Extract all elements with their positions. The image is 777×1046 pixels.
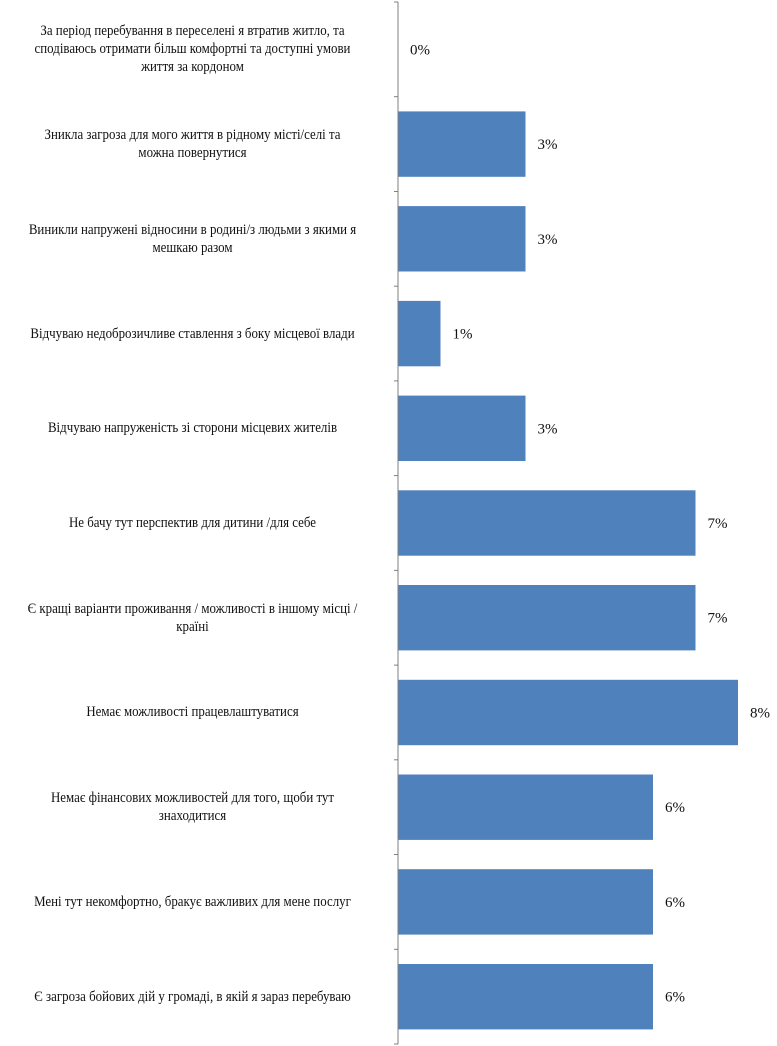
category-label: Є кращі варіанти проживання / можливості… [0, 570, 385, 665]
category-label: Зникла загроза для мого життя в рідному … [0, 97, 385, 192]
bar [398, 869, 653, 935]
category-label-text: Відчуваю недоброзичливе ставлення з боку… [30, 325, 355, 342]
category-label-text: За період перебування в переселені я втр… [34, 23, 351, 76]
category-label: Є загроза бойових дій у громаді, в якій … [0, 949, 385, 1044]
bar [398, 774, 653, 840]
data-label: 7% [708, 611, 728, 627]
bar [398, 206, 526, 272]
category-label-text: Немає фінансових можливостей для того, щ… [50, 790, 335, 825]
data-label: 1% [453, 327, 473, 343]
category-label: Не бачу тут перспектив для дитини /для с… [0, 476, 385, 571]
category-label-text: Відчуваю напруженість зі сторони місцеви… [47, 420, 338, 437]
data-label: 3% [538, 421, 558, 437]
category-label-text: Немає можливості працевлаштуватися [86, 704, 299, 721]
data-label: 6% [665, 800, 685, 816]
category-label: Виникли напружені відносини в родині/з л… [0, 191, 385, 286]
category-label-text: Не бачу тут перспектив для дитини /для с… [68, 514, 317, 531]
category-label: Немає фінансових можливостей для того, щ… [0, 760, 385, 855]
bar [398, 679, 738, 746]
bar [398, 395, 526, 461]
data-label: 6% [665, 990, 685, 1006]
bar [398, 585, 696, 651]
bar [398, 490, 696, 556]
bar [398, 300, 441, 367]
data-label: 3% [538, 137, 558, 153]
category-label: За період перебування в переселені я втр… [0, 2, 385, 97]
data-label: 3% [538, 232, 558, 248]
category-label: Відчуваю недоброзичливе ставлення з боку… [0, 286, 385, 381]
category-label-text: Є загроза бойових дій у громаді, в якій … [34, 988, 351, 1005]
data-label: 0% [410, 42, 430, 58]
category-label-text: Виникли напружені відносини в родині/з л… [28, 221, 357, 256]
data-label: 8% [750, 706, 770, 722]
bar [398, 111, 526, 177]
data-label: 7% [708, 516, 728, 532]
category-label-text: Зникла загроза для мого життя в рідному … [44, 127, 341, 162]
data-label: 6% [665, 895, 685, 911]
category-label-text: Є кращі варіанти проживання / можливості… [27, 600, 358, 635]
bar [398, 964, 653, 1030]
category-label: Відчуваю напруженість зі сторони місцеви… [0, 381, 385, 476]
category-label: Немає можливості працевлаштуватися [0, 665, 385, 760]
category-label: Мені тут некомфортно, бракує важливих дл… [0, 855, 385, 950]
category-label-text: Мені тут некомфортно, бракує важливих дл… [34, 893, 351, 910]
